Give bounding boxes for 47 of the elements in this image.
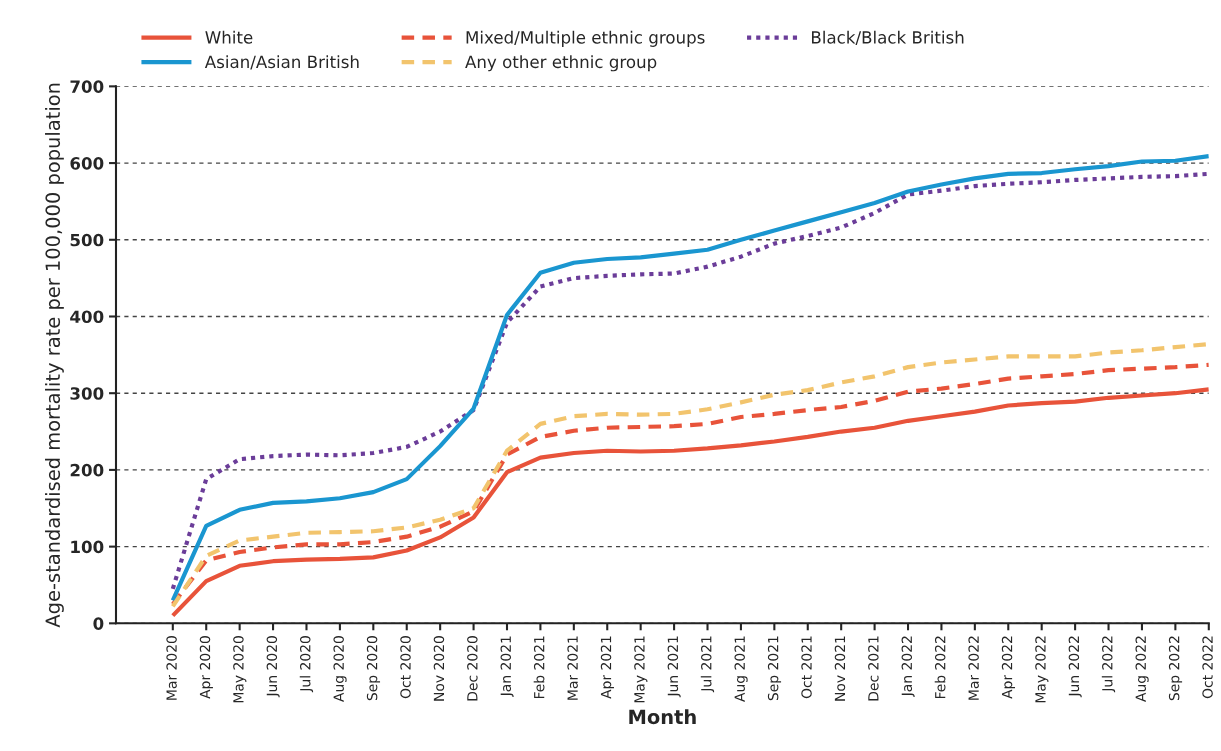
legend-label: Black/Black British (812, 30, 964, 45)
x-tick-label: Oct 2022 (1202, 636, 1213, 699)
x-tick-label: Aug 2022 (1135, 636, 1149, 702)
x-tick-label: Feb 2021 (533, 636, 545, 699)
y-tick-label: 100 (71, 540, 104, 554)
y-tick-label: 400 (70, 310, 104, 324)
x-tick-label: Apr 2021 (600, 636, 614, 699)
legend-label: White (205, 30, 253, 44)
x-axis-title: Month (629, 709, 696, 725)
legend-label: Mixed/Multiple ethnic groups (466, 30, 705, 47)
legend-label: Asian/Asian British (204, 55, 359, 70)
x-tick-label: Aug 2021 (734, 636, 748, 702)
x-tick-label: Mar 2021 (567, 636, 578, 700)
x-tick-label: Jun 2022 (1068, 636, 1082, 698)
x-tick-label: Jun 2020 (266, 636, 280, 698)
x-tick-label: May 2022 (1035, 636, 1049, 703)
x-tick-label: Jan 2022 (901, 636, 915, 698)
x-tick-label: Sep 2021 (767, 636, 782, 701)
y-tick-label: 300 (70, 387, 104, 400)
x-tick-label: Aug 2020 (333, 636, 347, 702)
x-tick-label: Oct 2021 (801, 636, 812, 699)
x-tick-label: Mar 2020 (166, 636, 177, 700)
y-tick-label: 700 (70, 80, 104, 93)
x-tick-label: Jul 2022 (1101, 636, 1116, 693)
x-tick-label: Nov 2020 (433, 636, 445, 701)
x-tick-label: Apr 2022 (1001, 636, 1015, 699)
x-tick-label: May 2020 (233, 636, 247, 703)
x-tick-label: Nov 2021 (834, 636, 846, 701)
x-tick-label: Apr 2020 (199, 636, 213, 699)
x-tick-label: Jul 2021 (700, 636, 715, 693)
x-tick-label: Dec 2020 (467, 636, 478, 701)
legend-label: Any other ethnic group (465, 55, 657, 72)
y-tick-label: 0 (93, 617, 104, 630)
x-tick-label: May 2021 (634, 636, 648, 703)
y-axis-title: Age-standardised mortality rate per 100,000 population (45, 83, 64, 628)
x-tick-label: Mar 2022 (968, 636, 979, 700)
x-tick-label: Jun 2021 (667, 636, 681, 698)
x-tick-label: Sep 2020 (366, 636, 381, 701)
y-tick-label: 600 (70, 157, 104, 170)
x-tick-label: Oct 2020 (400, 636, 411, 699)
x-tick-label: Sep 2022 (1168, 636, 1183, 701)
x-tick-label: Jul 2020 (299, 636, 314, 693)
y-tick-label: 200 (70, 463, 104, 477)
x-tick-label: Feb 2022 (934, 636, 946, 699)
x-tick-label: Dec 2021 (868, 636, 879, 701)
y-tick-label: 500 (70, 233, 104, 247)
x-tick-label: Jan 2021 (500, 636, 514, 698)
